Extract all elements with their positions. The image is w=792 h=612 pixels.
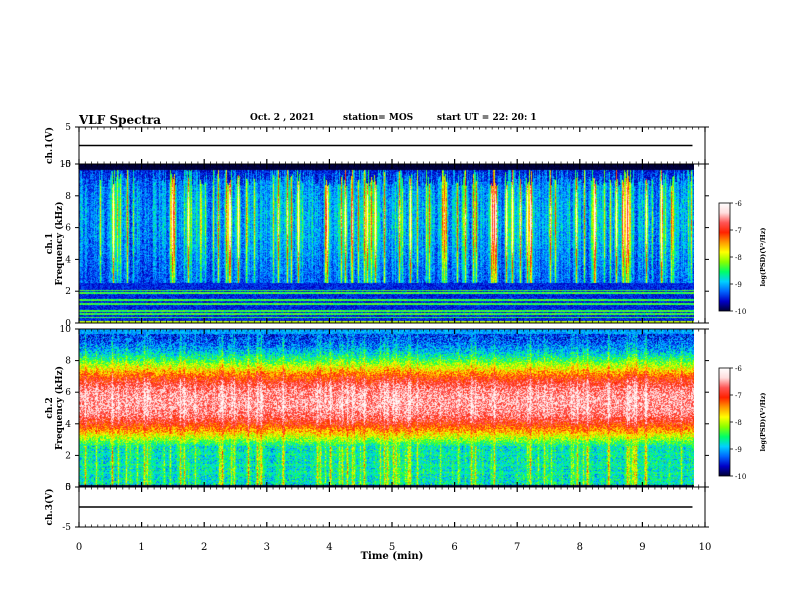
spectrogram-image-1 (79, 164, 694, 323)
start-time-label: start UT = 22: 20: 1 (437, 113, 537, 123)
y-axis-label-3-0: ch.3(V) (44, 489, 55, 526)
y-tick-label-2-4: 8 (65, 357, 71, 367)
station-label: station= MOS (343, 113, 414, 123)
y-tick-label-0-1: 5 (65, 123, 71, 133)
y-tick-label-3-0: -5 (62, 523, 71, 533)
x-tick-label-10: 10 (699, 542, 712, 553)
colorbar-tick-label-0-2: -8 (735, 254, 742, 262)
y-tick-label-0-0: -5 (62, 160, 71, 170)
colorbar-tick-label-0-0: -10 (735, 308, 746, 316)
y-tick-label-2-1: 2 (65, 451, 71, 461)
y-axis-label-2-1: Frequency (kHz) (54, 366, 65, 450)
colorbar-tick-label-0-3: -7 (735, 227, 742, 235)
date-label: Oct. 2 , 2021 (250, 113, 315, 123)
colorbar-tick-label-0-4: -6 (735, 200, 742, 208)
y-tick-label-1-4: 8 (65, 192, 71, 202)
colorbar-label-1: log(PSD)(V²/Hz) (759, 393, 767, 452)
y-tick-label-3-1: 5 (65, 483, 71, 493)
colorbar-label-0: log(PSD)(V²/Hz) (759, 228, 767, 287)
colorbar-tick-label-0-1: -9 (735, 281, 742, 289)
spectrogram-image-2 (79, 329, 694, 487)
y-tick-label-1-0: 0 (65, 319, 71, 329)
y-tick-label-2-3: 6 (65, 388, 71, 398)
x-tick-label-6: 6 (451, 542, 457, 553)
y-tick-label-1-5: 10 (60, 160, 72, 170)
y-tick-label-2-2: 4 (65, 420, 71, 430)
y-tick-label-2-0: 0 (65, 483, 71, 493)
x-tick-label-0: 0 (76, 542, 82, 553)
colorbar-tick-label-1-0: -10 (735, 473, 746, 481)
x-tick-label-7: 7 (514, 542, 520, 553)
colorbar-tick-label-1-2: -8 (735, 419, 742, 427)
colorbar-0 (718, 202, 731, 312)
figure-title: VLF Spectra (79, 113, 162, 127)
colorbar-tick-label-1-3: -7 (735, 392, 742, 400)
x-tick-label-1: 1 (138, 542, 144, 553)
x-tick-label-4: 4 (326, 542, 332, 553)
x-tick-label-9: 9 (639, 542, 645, 553)
y-axis-label-1-0: ch.1 (45, 233, 55, 254)
x-tick-label-2: 2 (201, 542, 207, 553)
y-axis-label-0-0: ch.1(V) (44, 127, 55, 164)
y-tick-label-1-3: 6 (65, 224, 71, 234)
colorbar-1 (718, 367, 731, 477)
y-tick-label-2-5: 10 (60, 325, 72, 335)
y-tick-label-1-2: 4 (65, 255, 71, 265)
colorbar-tick-label-1-4: -6 (735, 365, 742, 373)
x-tick-label-5: 5 (389, 542, 395, 553)
y-axis-label-1-1: Frequency (kHz) (54, 201, 65, 285)
colorbar-tick-label-1-1: -9 (735, 446, 742, 454)
x-axis-label: Time (min) (361, 551, 424, 562)
y-axis-label-2-0: ch.2 (45, 397, 55, 418)
x-tick-label-3: 3 (264, 542, 270, 553)
x-tick-label-8: 8 (577, 542, 583, 553)
y-tick-label-1-1: 2 (65, 287, 71, 297)
